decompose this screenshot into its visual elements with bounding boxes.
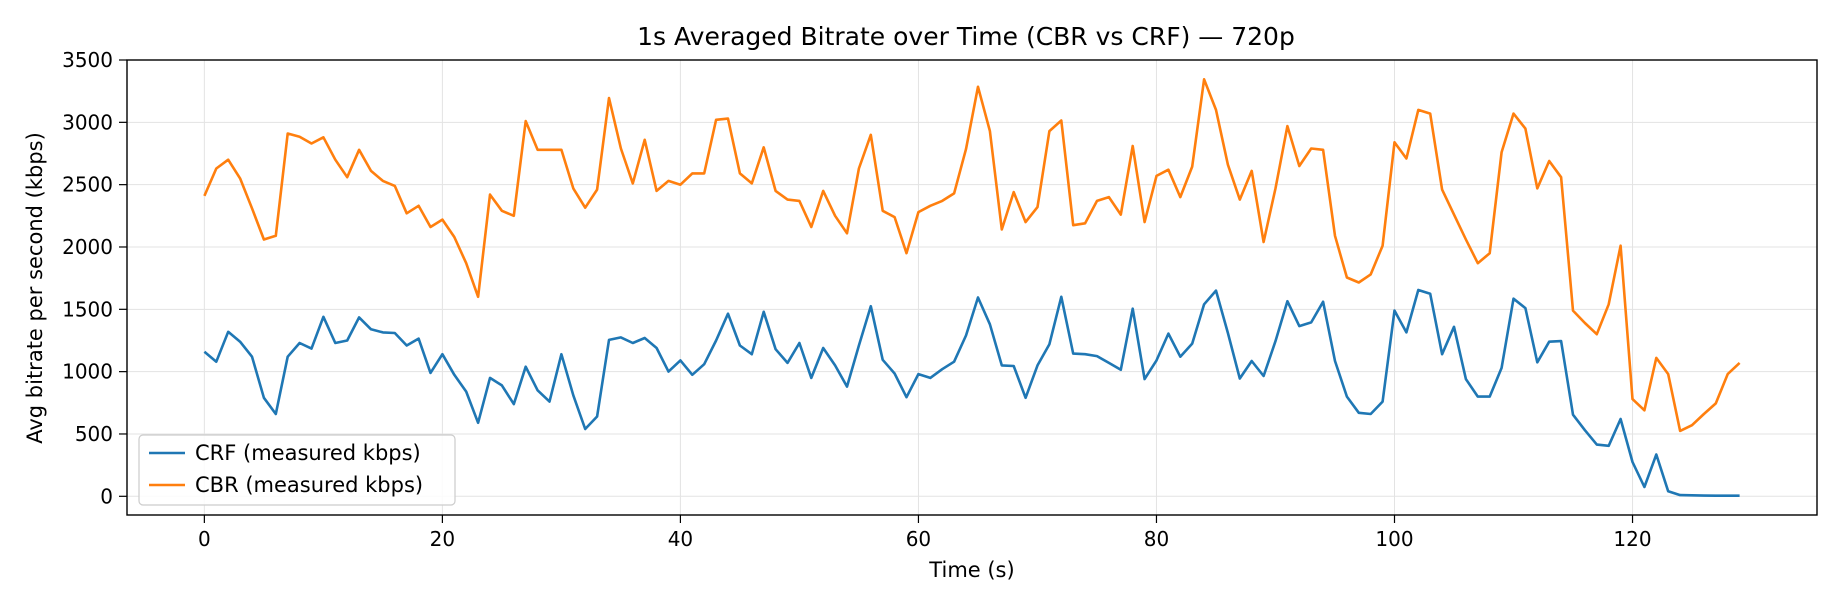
x-tick-label: 0 <box>198 527 211 551</box>
chart-title: 1s Averaged Bitrate over Time (CBR vs CR… <box>637 22 1295 51</box>
legend-label-cbr: CBR (measured kbps) <box>195 473 423 497</box>
x-tick-label: 60 <box>906 527 931 551</box>
series-layer <box>203 78 1741 498</box>
series-line-crf <box>203 288 1740 498</box>
y-tick-label: 2500 <box>62 173 113 197</box>
y-tick-label: 1000 <box>62 360 113 384</box>
y-tick-label: 0 <box>100 484 113 508</box>
y-tick-label: 500 <box>75 422 113 446</box>
series-line-cbr <box>203 78 1741 433</box>
legend: CRF (measured kbps) CBR (measured kbps) <box>138 434 456 506</box>
y-tick-label: 1500 <box>62 297 113 321</box>
plot-frame <box>126 59 1818 516</box>
axis-ticks: 0 20 40 60 80 100 120 0 500 1000 1500 2000 2500 3000 3… <box>62 48 1652 551</box>
x-tick-label: 100 <box>1375 527 1413 551</box>
y-tick-label: 3500 <box>62 48 113 72</box>
x-axis-title: Time (s) <box>928 558 1014 582</box>
y-tick-label: 3000 <box>62 110 113 134</box>
y-axis-title: Avg bitrate per second (kbps) <box>23 132 47 444</box>
x-tick-label: 40 <box>668 527 693 551</box>
x-tick-label: 120 <box>1613 527 1651 551</box>
x-tick-label: 20 <box>430 527 455 551</box>
y-tick-label: 2000 <box>62 235 113 259</box>
legend-box <box>138 434 456 506</box>
legend-label-crf: CRF (measured kbps) <box>195 441 421 465</box>
x-tick-label: 80 <box>1144 527 1169 551</box>
